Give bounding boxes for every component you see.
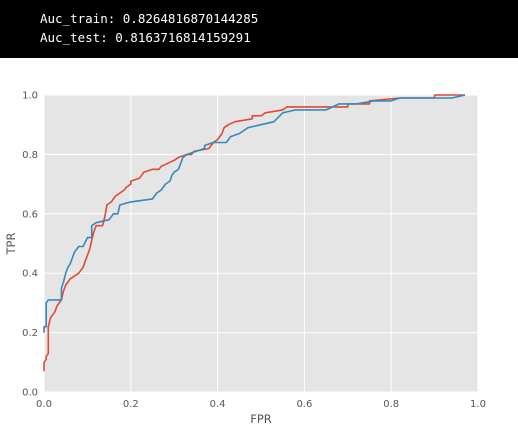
series-line-blue	[43, 94, 466, 333]
y-tick-label: 0.6	[22, 209, 38, 220]
series-layer	[43, 94, 466, 372]
y-tick-label: 0.2	[22, 328, 38, 339]
y-tick-label: 1.0	[22, 91, 38, 102]
x-tick-label: 1.0	[470, 399, 486, 410]
y-axis-label: TPR	[4, 233, 18, 256]
y-tick-label: 0.0	[22, 388, 38, 399]
y-tick-label: 0.4	[22, 269, 38, 280]
x-tick-label: 0.6	[296, 399, 312, 410]
plot-background	[44, 95, 478, 392]
console-line-auc-test: Auc_test: 0.8163716814159291	[40, 30, 251, 45]
y-tick-label: 0.8	[22, 150, 38, 161]
x-tick-label: 0.0	[36, 399, 52, 410]
x-tick-label: 0.8	[383, 399, 399, 410]
x-axis-label: FPR	[250, 412, 272, 426]
grid-lines	[43, 94, 479, 393]
console-line-auc-train: Auc_train: 0.8264816870144285	[40, 11, 259, 26]
x-tick-label: 0.4	[210, 399, 226, 410]
tick-labels: 0.0 0.2 0.4 0.6 0.8 1.0 0.0 0.2 0.4 0.6 0.8 1.0	[22, 91, 486, 411]
output-console: Auc_train: 0.8264816870144285 Auc_test: …	[0, 0, 518, 58]
x-tick-label: 0.2	[123, 399, 139, 410]
